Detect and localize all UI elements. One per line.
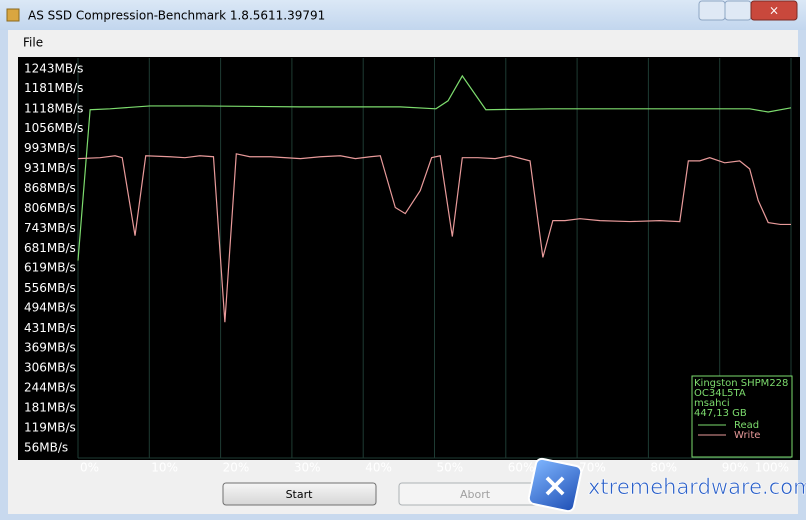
y-tick-label: 743MB/s: [24, 221, 76, 235]
y-tick-label: 119MB/s: [24, 420, 76, 434]
y-tick-label: 619MB/s: [24, 261, 76, 275]
y-tick-label: 931MB/s: [24, 161, 76, 175]
y-tick-label: 681MB/s: [24, 241, 76, 255]
close-glyph: ×: [769, 4, 779, 18]
close-button[interactable]: [750, 0, 798, 21]
legend-box: [691, 375, 793, 458]
y-tick-label: 306MB/s: [24, 361, 76, 375]
minimize-button[interactable]: [698, 0, 726, 21]
chart-background: [18, 57, 800, 460]
y-tick-label: 993MB/s: [24, 141, 76, 155]
menu-file[interactable]: File: [23, 36, 43, 50]
x-tick-label: 90%: [722, 461, 749, 475]
start-label: Start: [286, 488, 314, 501]
watermark-icon: [527, 457, 583, 513]
y-tick-label: 244MB/s: [24, 381, 76, 395]
legend-info: OC34L5TA: [694, 388, 746, 399]
chart: 0% 10% 20% 30% 40% 50% 60% 70% 80% 90% 100% 56MB/s 1…: [24, 58, 793, 475]
legend-info: Kingston SHPM228: [694, 378, 788, 389]
y-tick-label: 56MB/s: [24, 441, 68, 455]
y-tick-label: 1243MB/s: [24, 61, 83, 75]
x-tick-label: 30%: [294, 461, 321, 475]
y-tick-label: 556MB/s: [24, 281, 76, 295]
x-tick-label: 100%: [755, 461, 789, 475]
watermark-text: xtremehardware.com: [588, 475, 806, 499]
series-line: [77, 153, 791, 323]
x-tick-label: 40%: [365, 461, 392, 475]
watermark: × xtremehardware.com: [527, 457, 806, 513]
series-line: [77, 74, 792, 261]
x-tick-label: 80%: [650, 461, 677, 475]
y-tick-label: 1118MB/s: [24, 101, 83, 115]
y-tick-label: 181MB/s: [24, 401, 76, 415]
legend-label: Write: [734, 430, 760, 441]
y-tick-label: 806MB/s: [24, 201, 76, 215]
legend-label: Read: [734, 420, 759, 431]
y-tick-label: 1056MB/s: [24, 121, 83, 135]
x-tick-label: 50%: [437, 461, 464, 475]
x-tick-label: 60%: [508, 461, 535, 475]
y-tick-label: 494MB/s: [24, 301, 76, 315]
title-bar: [0, 0, 806, 30]
legend-info: msahci: [694, 398, 730, 409]
x-tick-label: 0%: [80, 461, 99, 475]
watermark-x: ×: [542, 466, 569, 504]
abort-label: Abort: [460, 488, 491, 501]
window-title: AS SSD Compression-Benchmark 1.8.5611.39…: [28, 9, 325, 23]
x-tick-label: 20%: [223, 461, 250, 475]
legend-info: 447,13 GB: [694, 408, 747, 419]
start-button[interactable]: [222, 482, 377, 506]
y-tick-label: 431MB/s: [24, 321, 76, 335]
app-icon: [6, 8, 20, 22]
y-tick-label: 369MB/s: [24, 341, 76, 355]
x-tick-label: 70%: [579, 461, 606, 475]
y-tick-label: 868MB/s: [24, 181, 76, 195]
y-tick-label: 1181MB/s: [24, 81, 83, 95]
maximize-button[interactable]: [724, 0, 752, 21]
x-tick-label: 10%: [151, 461, 178, 475]
